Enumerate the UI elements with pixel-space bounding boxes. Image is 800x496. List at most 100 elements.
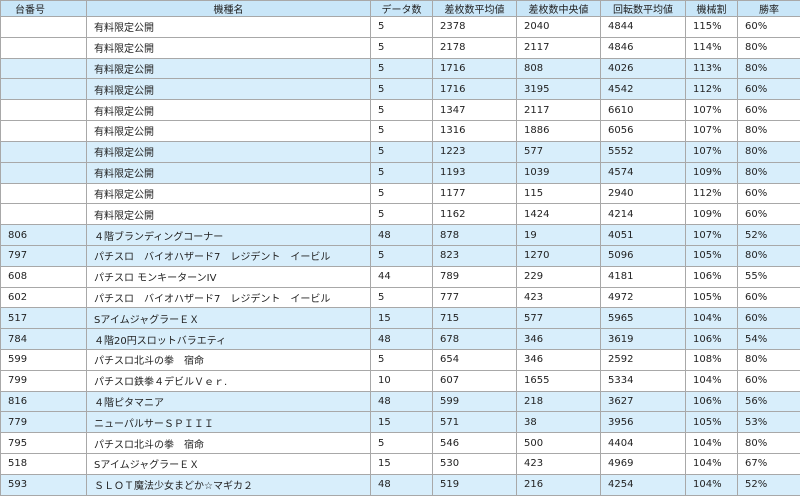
table-cell: 3195 bbox=[516, 78, 601, 101]
table-cell: 60% bbox=[737, 182, 800, 205]
table-cell: 114% bbox=[685, 36, 738, 59]
table-cell: 4254 bbox=[600, 473, 686, 496]
table-cell: 80% bbox=[737, 120, 800, 142]
table-cell: ４階20円スロットバラエティ bbox=[86, 328, 371, 350]
table-row: 608 パチスロ モンキーターンIV 44 789 229 4181 106% 55% bbox=[0, 265, 800, 288]
table-cell: 777 bbox=[432, 286, 517, 309]
table-row: 602 パチスロ バイオハザード7 レジデント イービル 5 777 423 4972 10… bbox=[0, 286, 800, 309]
column-header: 台番号 bbox=[0, 0, 87, 17]
table-cell: 80% bbox=[737, 349, 800, 371]
table-cell: 2592 bbox=[600, 349, 686, 371]
table-cell: 19 bbox=[516, 224, 601, 246]
table-cell: 1655 bbox=[516, 369, 601, 392]
table-cell: 80% bbox=[737, 432, 800, 455]
table-cell: 789 bbox=[432, 265, 517, 288]
table-cell: 2940 bbox=[600, 182, 686, 205]
table-cell: 44 bbox=[370, 265, 433, 288]
table-row: 有料限定公開 5 1193 1039 4574 109% 80% bbox=[0, 161, 800, 184]
table-cell: 有料限定公開 bbox=[86, 120, 371, 142]
table-row: 有料限定公開 5 2178 2117 4846 114% 80% bbox=[0, 36, 800, 59]
table-cell: 48 bbox=[370, 224, 433, 246]
table-row: 有料限定公開 5 1223 577 5552 107% 80% bbox=[0, 140, 800, 163]
table-cell: ４階ブランディングコーナー bbox=[86, 224, 371, 246]
table-cell: 5 bbox=[370, 161, 433, 184]
table-cell: 52% bbox=[737, 224, 800, 246]
table-cell: 107% bbox=[685, 140, 738, 163]
table-cell: 1316 bbox=[432, 120, 517, 142]
table-cell: 4972 bbox=[600, 286, 686, 309]
table-cell: 80% bbox=[737, 57, 800, 80]
table-cell: ＳＬＯＴ魔法少女まどか☆マギカ２ bbox=[86, 473, 371, 496]
column-header: 機種名 bbox=[86, 0, 371, 17]
table-cell: 678 bbox=[432, 328, 517, 350]
table-row: 有料限定公開 5 1716 3195 4542 112% 60% bbox=[0, 78, 800, 101]
table-body: 有料限定公開 5 2378 2040 4844 115% 60% 有料限定公開 5 2178 211… bbox=[0, 16, 800, 496]
table-cell: 60% bbox=[737, 16, 800, 38]
table-cell: 607 bbox=[432, 369, 517, 392]
table-cell: 5 bbox=[370, 99, 433, 122]
table-cell: 530 bbox=[432, 453, 517, 475]
table-cell: 有料限定公開 bbox=[86, 182, 371, 205]
table-cell: 518 bbox=[0, 453, 87, 475]
table-cell: 3627 bbox=[600, 390, 686, 413]
table-cell: 105% bbox=[685, 411, 738, 434]
table-cell: SアイムジャグラーＥＸ bbox=[86, 453, 371, 475]
table-cell: 4844 bbox=[600, 16, 686, 38]
table-cell: 109% bbox=[685, 203, 738, 226]
table-cell: 577 bbox=[516, 307, 601, 330]
table-cell: 5965 bbox=[600, 307, 686, 330]
table-cell: 5 bbox=[370, 57, 433, 80]
table-cell: 60% bbox=[737, 307, 800, 330]
table-row: 806 ４階ブランディングコーナー 48 878 19 4051 107% 52% bbox=[0, 224, 800, 246]
table-row: 816 ４階ピタマニア 48 599 218 3627 106% 56% bbox=[0, 390, 800, 413]
table-cell: 2178 bbox=[432, 36, 517, 59]
table-row: 795 パチスロ北斗の拳 宿命 5 546 500 4404 104% 80% bbox=[0, 432, 800, 455]
table-cell: 806 bbox=[0, 224, 87, 246]
table-cell: 5 bbox=[370, 432, 433, 455]
table-cell: 115% bbox=[685, 16, 738, 38]
table-cell: 3956 bbox=[600, 411, 686, 434]
table-cell: 104% bbox=[685, 453, 738, 475]
table-cell: 216 bbox=[516, 473, 601, 496]
table-cell: 4214 bbox=[600, 203, 686, 226]
table-cell: 571 bbox=[432, 411, 517, 434]
table-cell: 5 bbox=[370, 182, 433, 205]
table-cell: 53% bbox=[737, 411, 800, 434]
table-cell: 654 bbox=[432, 349, 517, 371]
table-cell: 5096 bbox=[600, 244, 686, 267]
table-cell: 104% bbox=[685, 307, 738, 330]
table-cell: 67% bbox=[737, 453, 800, 475]
table-cell: 1347 bbox=[432, 99, 517, 122]
table-cell: パチスロ モンキーターンIV bbox=[86, 265, 371, 288]
table-cell: 107% bbox=[685, 224, 738, 246]
table-cell: 15 bbox=[370, 453, 433, 475]
table-cell: 3619 bbox=[600, 328, 686, 350]
table-cell: 106% bbox=[685, 328, 738, 350]
table-cell: 2378 bbox=[432, 16, 517, 38]
table-cell: 109% bbox=[685, 161, 738, 184]
table-cell: 4542 bbox=[600, 78, 686, 101]
table-cell: 423 bbox=[516, 286, 601, 309]
table-cell: 878 bbox=[432, 224, 517, 246]
table-row: 有料限定公開 5 1177 115 2940 112% 60% bbox=[0, 182, 800, 205]
table-cell: 1716 bbox=[432, 78, 517, 101]
column-header: 回転数平均値 bbox=[600, 0, 686, 17]
table-cell: 112% bbox=[685, 182, 738, 205]
table-cell: 有料限定公開 bbox=[86, 140, 371, 163]
table-cell bbox=[0, 203, 87, 226]
table-cell bbox=[0, 161, 87, 184]
table-cell: 500 bbox=[516, 432, 601, 455]
table-cell: 有料限定公開 bbox=[86, 57, 371, 80]
table-cell: 4026 bbox=[600, 57, 686, 80]
table-cell: 4181 bbox=[600, 265, 686, 288]
table-cell: 784 bbox=[0, 328, 87, 350]
table-row: 797 パチスロ バイオハザード7 レジデント イービル 5 823 1270 5096 1… bbox=[0, 244, 800, 267]
table-row: 有料限定公開 5 2378 2040 4844 115% 60% bbox=[0, 16, 800, 38]
table-cell: 104% bbox=[685, 369, 738, 392]
table-row: 有料限定公開 5 1316 1886 6056 107% 80% bbox=[0, 120, 800, 142]
table-cell: 1716 bbox=[432, 57, 517, 80]
table-cell: 15 bbox=[370, 307, 433, 330]
table-cell: 60% bbox=[737, 203, 800, 226]
table-cell bbox=[0, 57, 87, 80]
table-cell: 10 bbox=[370, 369, 433, 392]
